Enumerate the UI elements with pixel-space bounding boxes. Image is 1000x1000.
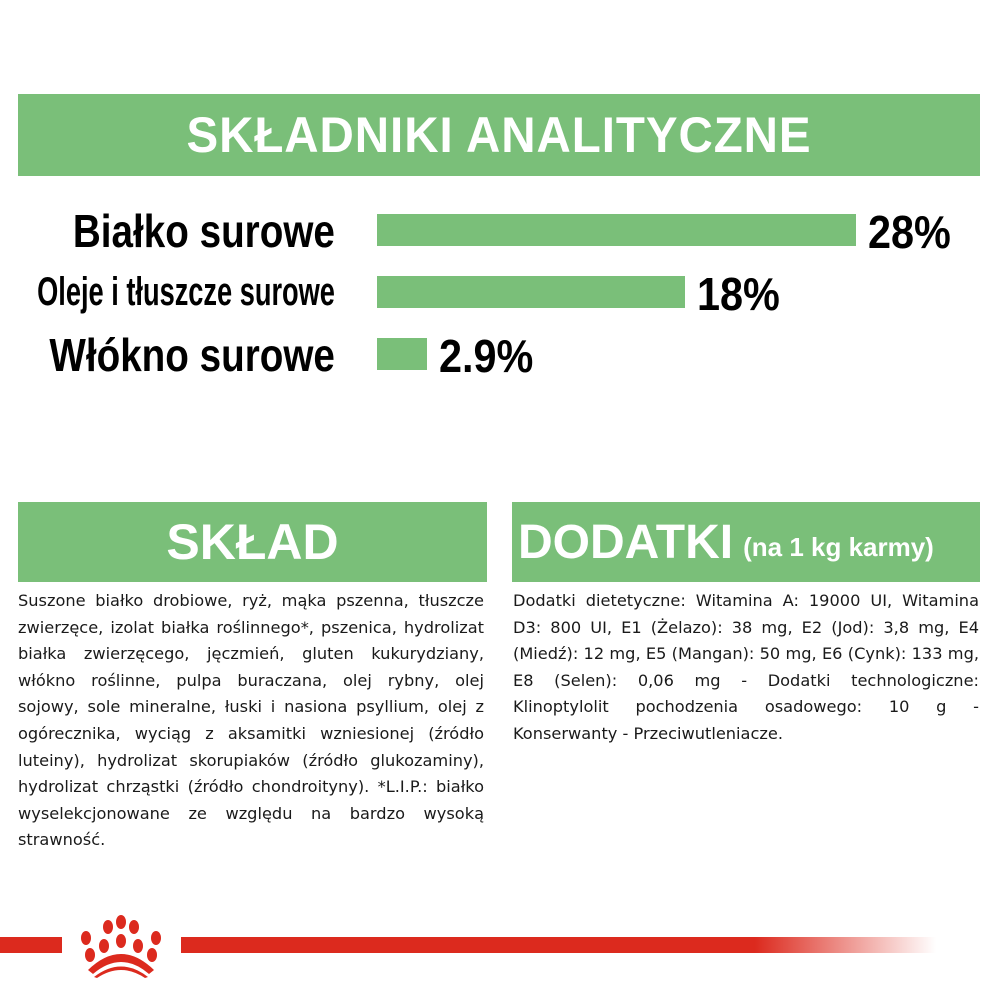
additives-text: Dodatki dietetyczne: Witamina A: 19000 U…: [513, 591, 979, 743]
nutrient-bar-fiber: [377, 338, 427, 370]
additives-subtitle: (na 1 kg karmy): [743, 531, 934, 562]
footer-red-line-left: [0, 937, 62, 953]
royal-canin-crown-icon: [81, 915, 161, 978]
nutrient-label-fiber: Włókno surowe: [49, 329, 335, 381]
nutrient-label-fat: Oleje i tłuszcze surowe: [37, 270, 335, 314]
nutrient-label-protein: Białko surowe: [73, 205, 335, 257]
nutrient-value-fat: 18%: [696, 268, 780, 320]
nutrient-bar-fat: [377, 276, 685, 308]
nutrient-bar-protein: [377, 214, 856, 246]
footer-red-line-right: [181, 937, 936, 953]
analytics-title: SKŁADNIKI ANALITYCZNE: [186, 107, 812, 163]
nutrient-value-protein: 28%: [868, 206, 951, 258]
nutrient-value-fiber: 2.9%: [438, 330, 533, 382]
additives-title: DODATKI: [518, 515, 734, 569]
additives-header: DODATKI (na 1 kg karmy): [512, 502, 980, 582]
composition-text: Suszone białko drobiowe, ryż, mąka pszen…: [18, 591, 484, 850]
composition-title: SKŁAD: [166, 514, 339, 570]
analytics-header: SKŁADNIKI ANALITYCZNE: [18, 94, 980, 176]
composition-header: SKŁAD: [18, 502, 487, 582]
